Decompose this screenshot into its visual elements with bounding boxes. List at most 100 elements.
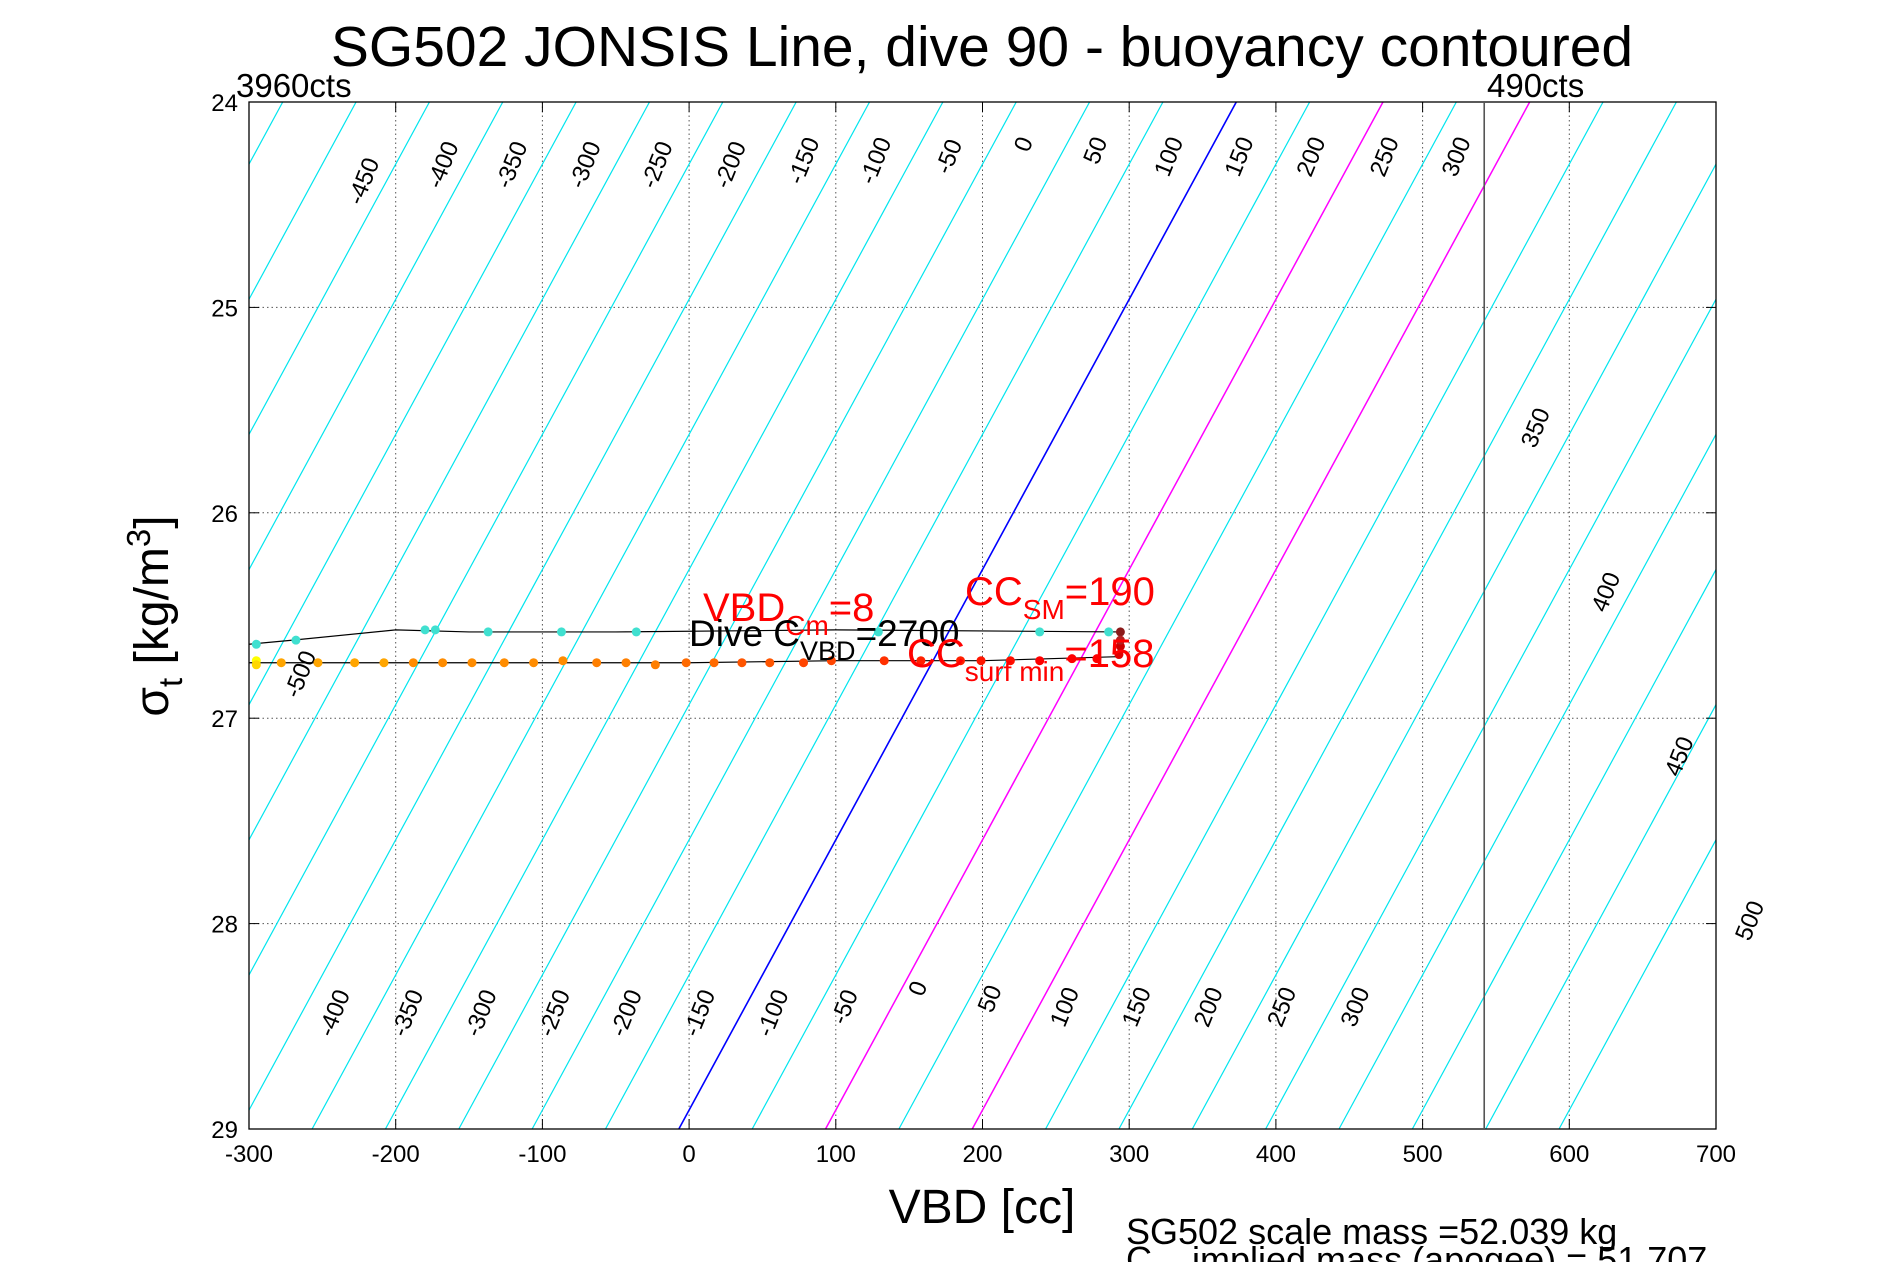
series-point xyxy=(681,658,691,668)
x-tick-label: 300 xyxy=(1109,1141,1149,1168)
contour-line xyxy=(531,102,1091,1129)
y-axis-ticks: 24 25 26 27 28 29 xyxy=(211,90,1716,1144)
annotation-cc-sm-main: CC xyxy=(965,570,1023,614)
contour-label: -450 xyxy=(342,154,385,209)
x-tick-label: -300 xyxy=(225,1141,273,1168)
contour-line xyxy=(604,102,1164,1129)
contour-line xyxy=(1558,838,1716,1129)
x-tick-label: 600 xyxy=(1549,1141,1589,1168)
contour-line xyxy=(384,102,944,1129)
y-axis-label-unit: [kg/m xyxy=(126,547,179,678)
contour-label: -200 xyxy=(605,986,648,1041)
contour-line xyxy=(1191,162,1716,1129)
series-point xyxy=(499,658,509,668)
y-axis-label-symbol: σ xyxy=(126,687,179,717)
count-label-left: 3960cts xyxy=(236,67,352,104)
contour-line xyxy=(458,102,1017,1129)
series-point xyxy=(621,658,631,668)
grid-lines xyxy=(249,102,1716,1129)
series-point xyxy=(592,658,602,668)
contour-label: -400 xyxy=(313,986,356,1041)
contour-label: 150 xyxy=(1117,983,1157,1030)
contour-label: -150 xyxy=(678,986,721,1041)
series-point xyxy=(879,656,889,666)
contour-label: 300 xyxy=(1437,133,1477,180)
contour-line xyxy=(1485,703,1716,1129)
series-point xyxy=(1005,656,1015,666)
series-point xyxy=(430,625,440,635)
annotation-cc-sm-value: =190 xyxy=(1065,570,1155,614)
series-point xyxy=(650,660,660,670)
y-tick-label: 24 xyxy=(211,90,238,117)
contour-line-zero xyxy=(678,102,1237,1129)
contour-label: 200 xyxy=(1189,983,1229,1030)
series-point xyxy=(1092,654,1102,664)
footer-implied-mass: C implied mass (apogee) = 51.707 xyxy=(1126,1239,1707,1262)
contour-label: 250 xyxy=(1262,983,1302,1030)
series-point xyxy=(1035,656,1045,666)
contour-line xyxy=(249,102,357,301)
contour-line xyxy=(311,102,871,1129)
annotation-cc-sm: CCSM=190 xyxy=(965,570,1155,625)
contour-line-highlight xyxy=(824,102,1384,1129)
x-tick-label: -100 xyxy=(518,1141,566,1168)
series-line-2 xyxy=(249,655,1122,664)
series-point xyxy=(737,658,747,668)
series-point xyxy=(1114,650,1124,660)
contour-label: -250 xyxy=(533,986,576,1041)
series-point xyxy=(313,658,323,668)
series-point xyxy=(799,658,809,668)
contour-label: 0 xyxy=(1009,133,1039,156)
contour-label: -50 xyxy=(930,136,968,178)
contour-line xyxy=(1411,568,1716,1129)
x-tick-label: 0 xyxy=(682,1141,695,1168)
contour-line xyxy=(249,102,651,842)
contour-line xyxy=(1118,102,1677,1129)
contour-label: -250 xyxy=(636,138,679,193)
footer-scale-mass: SG502 scale mass =52.039 kg xyxy=(1126,1211,1617,1252)
buoyancy-contours xyxy=(249,102,1716,1129)
y-axis-label: σt [kg/m3] xyxy=(120,515,189,716)
contour-label: -100 xyxy=(752,986,795,1041)
annotation-cc-surf-value: =158 xyxy=(1064,632,1154,676)
x-axis-label: VBD [cc] xyxy=(889,1181,1076,1234)
contour-label: 100 xyxy=(1149,133,1189,180)
series-point xyxy=(251,660,261,670)
series-point xyxy=(1104,627,1114,637)
contour-line xyxy=(249,102,504,571)
y-tick-label: 26 xyxy=(211,501,238,528)
contour-label: -150 xyxy=(782,133,825,188)
contour-line-highlight xyxy=(971,102,1531,1129)
annotation-dive-c-vbd: Dive CVBD=2700 xyxy=(689,613,959,666)
contour-label: 500 xyxy=(1730,897,1770,944)
series-point xyxy=(1115,627,1125,637)
series-point xyxy=(631,627,641,637)
contour-line xyxy=(1338,433,1716,1129)
y-axis-label-unit-sup: 3 xyxy=(120,529,157,547)
series-point xyxy=(826,656,836,666)
series-point xyxy=(976,656,986,666)
series-point xyxy=(558,656,568,666)
contour-label: -100 xyxy=(854,133,897,188)
footer-implied-mass-text: implied mass (apogee) = 51.707 xyxy=(1152,1239,1707,1262)
contour-line xyxy=(249,102,724,977)
count-label-right: 490cts xyxy=(1487,67,1584,104)
contour-labels: -450 -400 -350 -300 -250 -200 -150 -100 -50 0 50 10… xyxy=(279,133,1770,1040)
series-point xyxy=(408,658,418,668)
contour-line xyxy=(249,102,797,1112)
contour-label: 300 xyxy=(1335,983,1375,1030)
series-point xyxy=(1067,654,1077,664)
contour-line xyxy=(1045,102,1604,1129)
series-point xyxy=(1035,627,1045,637)
x-tick-label: 100 xyxy=(816,1141,856,1168)
contour-label: 200 xyxy=(1291,133,1331,180)
contour-label: 350 xyxy=(1516,404,1556,451)
x-tick-label: -200 xyxy=(372,1141,420,1168)
contour-line xyxy=(249,102,577,706)
contour-label: 50 xyxy=(973,981,1008,1016)
series-point xyxy=(765,658,775,668)
annotation-vbd-cm-main: VBD xyxy=(703,586,785,630)
contour-label: -200 xyxy=(709,138,752,193)
series-point xyxy=(873,627,883,637)
